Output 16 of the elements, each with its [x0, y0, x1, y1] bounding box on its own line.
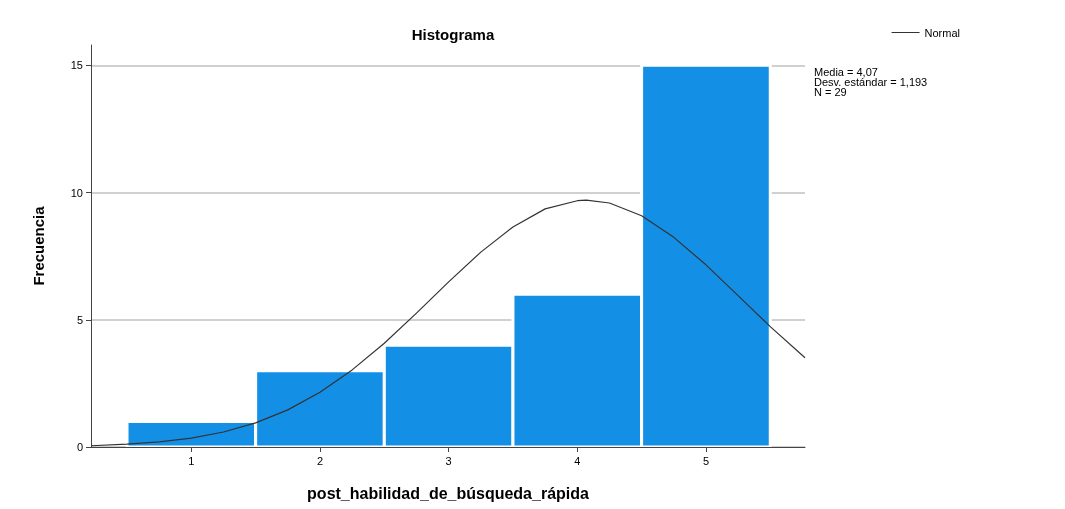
x-tick-label: 2 [316, 454, 324, 467]
text: Media = 4,07 [814, 65, 878, 78]
x-tick-label: 3 [445, 454, 452, 467]
y-tick-label: 0 [76, 441, 83, 453]
y-tick-label: 10 [70, 186, 83, 199]
x-tick-label: 4 [574, 454, 581, 467]
y-axis-title: Frecuencia [30, 205, 47, 286]
x-tick-label: 1 [188, 454, 195, 467]
y-tick-label: 15 [70, 59, 83, 72]
x-axis-title: post_habilidad_de_búsqueda_rápida [307, 484, 590, 502]
text: N = 29 [814, 85, 847, 98]
chart-title: Histograma [411, 26, 495, 43]
text: Desv. estándar = 1,193 [814, 75, 928, 88]
y-tick-label: 5 [76, 313, 83, 326]
legend-label: Normal [924, 26, 960, 39]
x-tick-label: 5 [702, 454, 709, 467]
